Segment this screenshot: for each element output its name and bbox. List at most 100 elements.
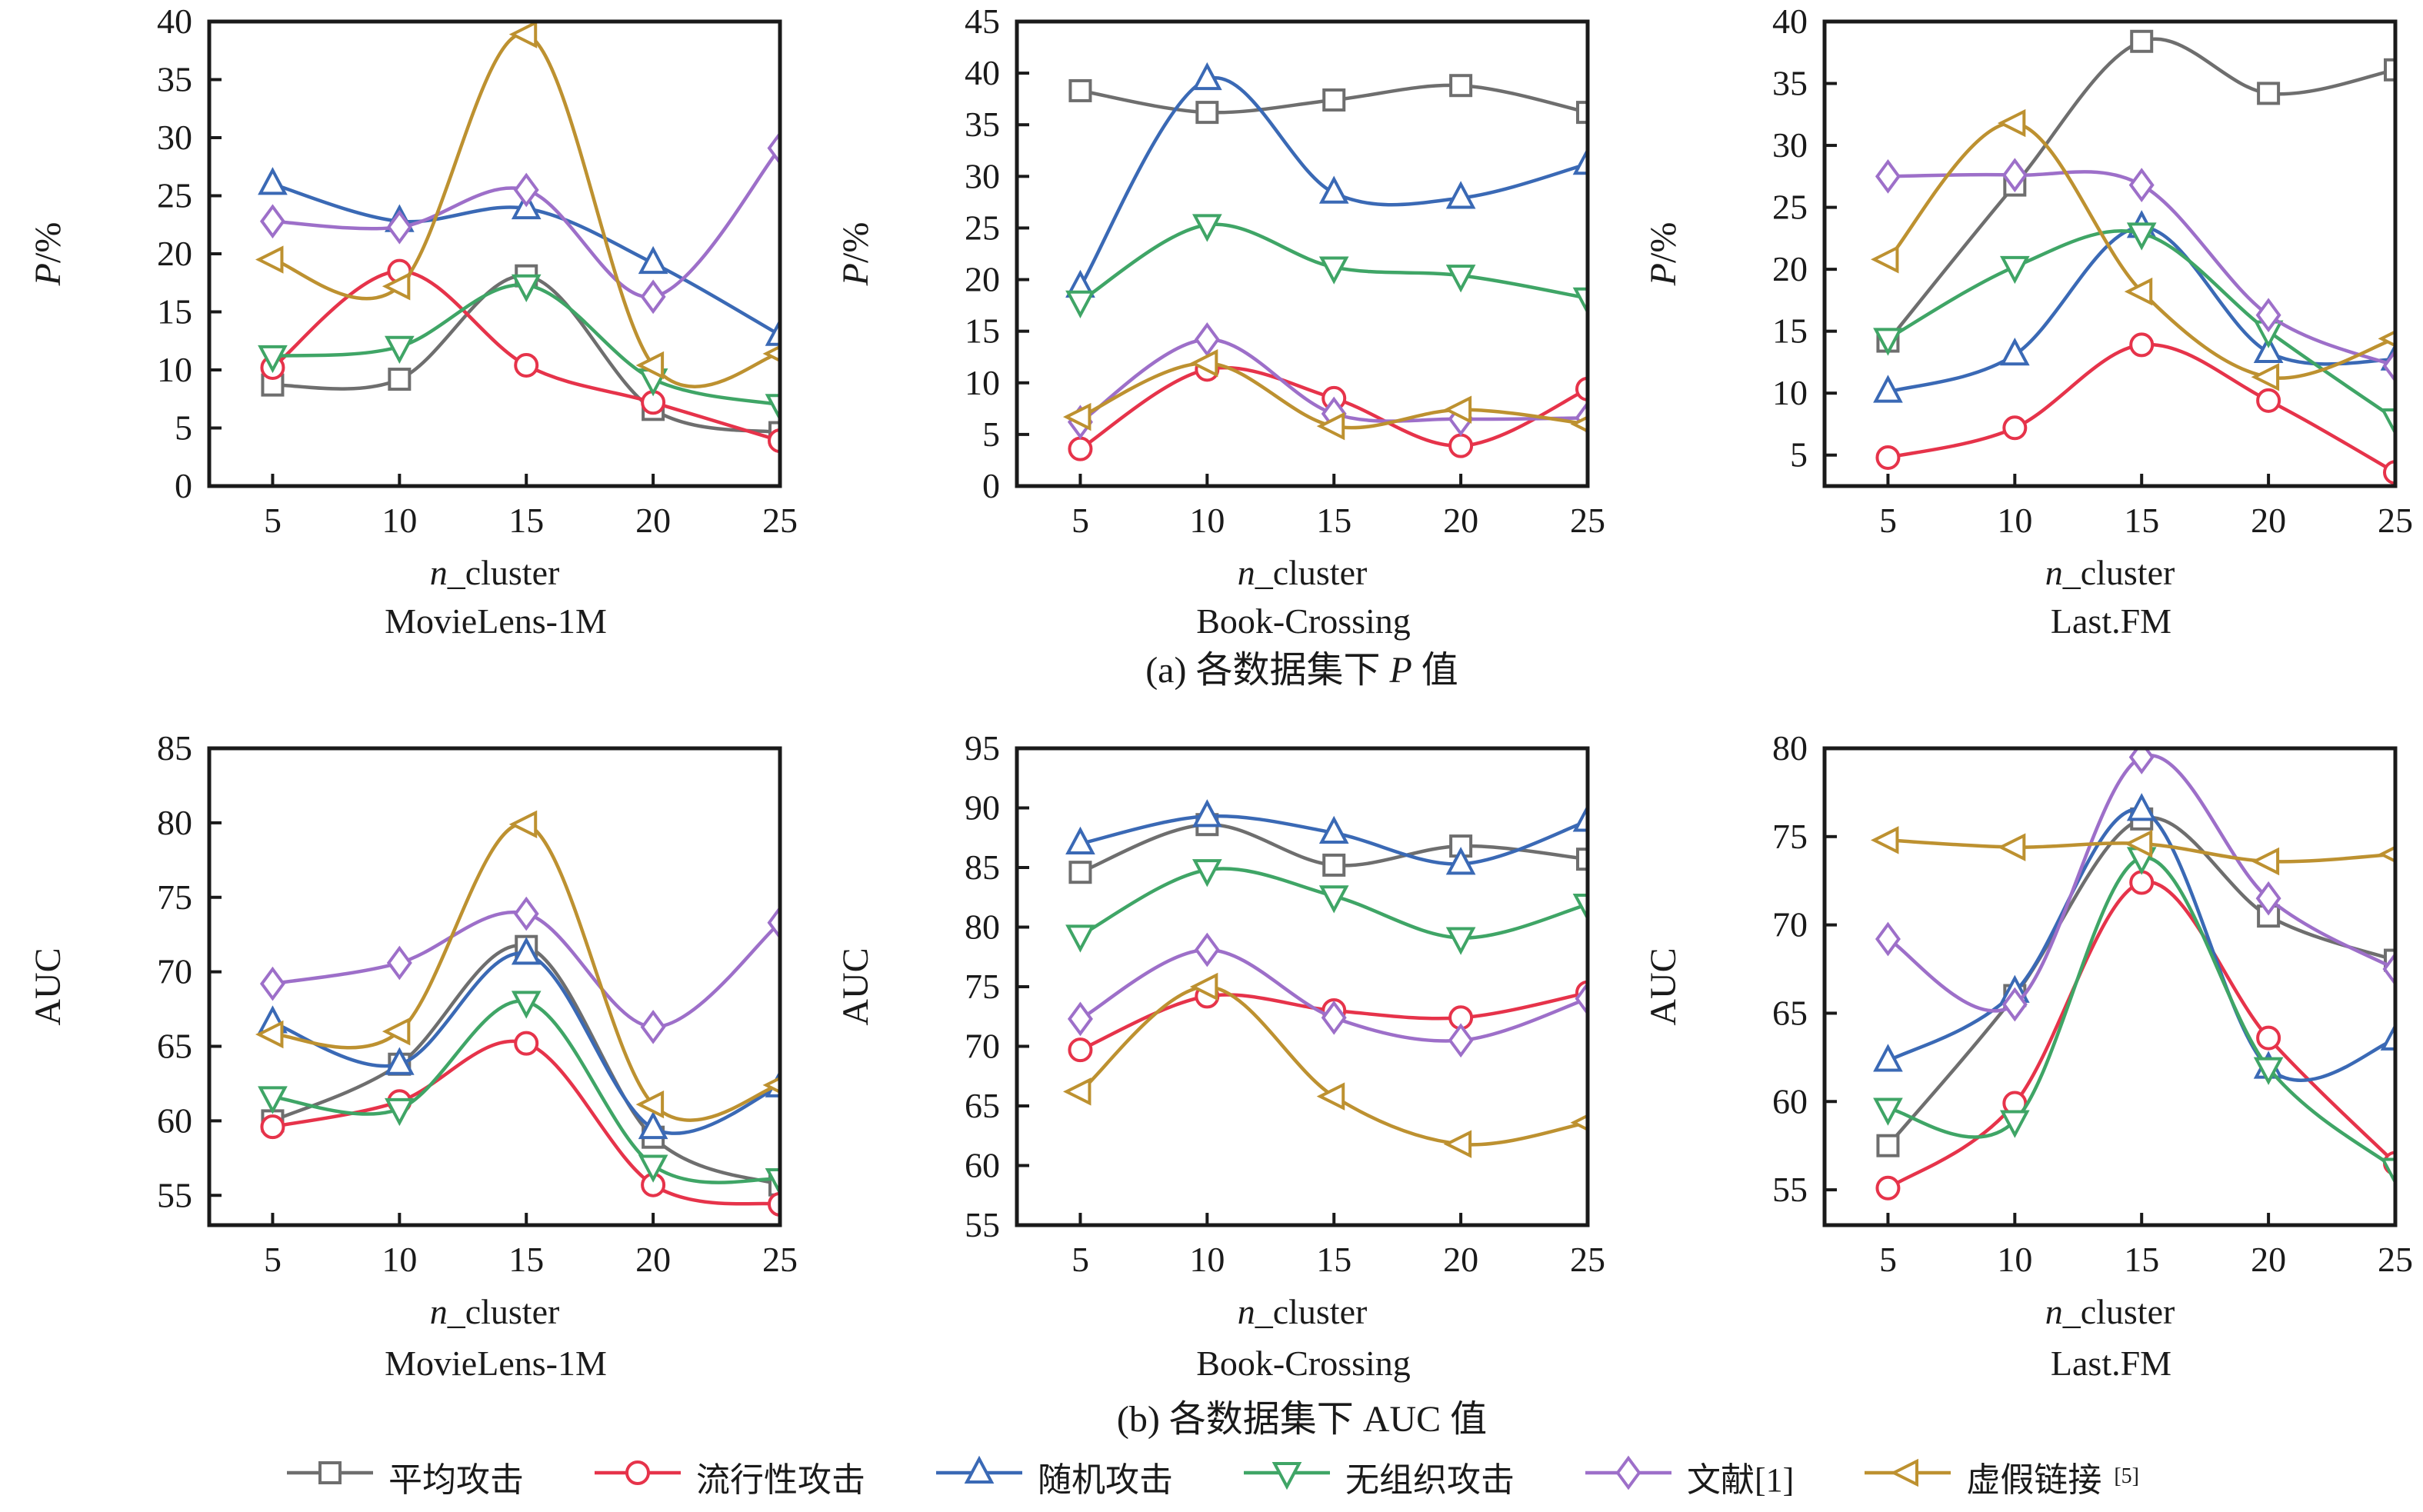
y-tick-label: 40 — [965, 53, 1000, 92]
triangle-left-marker-icon — [1189, 349, 1218, 378]
plot-frame — [207, 746, 782, 1227]
triangle-down-marker-icon — [1192, 214, 1222, 242]
y-tick-label: 20 — [1772, 249, 1808, 288]
caption-b-post: AUC 值 — [1362, 1399, 1488, 1440]
caption-a: (a) 各数据集下 P 值 — [1015, 649, 1588, 692]
subtitle-movielens-p: MovieLens-1M — [385, 601, 607, 641]
circle-marker-icon — [592, 1455, 684, 1499]
circle-marker-icon — [514, 352, 539, 378]
y-tick-label: 65 — [1772, 993, 1808, 1032]
square-marker-icon — [284, 1455, 376, 1499]
triangle-down-marker-icon — [1318, 885, 1349, 914]
triangle-up-marker-icon — [1318, 175, 1349, 204]
y-tick-label: 80 — [157, 803, 192, 842]
triangle-left-marker-icon — [2378, 845, 2395, 864]
triangle-left-marker-icon — [2251, 847, 2280, 876]
square-marker-icon — [2257, 82, 2281, 105]
triangle-up-marker-icon — [2253, 335, 2284, 364]
triangle-left-marker-icon — [635, 1090, 665, 1119]
legend-label: 文献[1] — [1687, 1461, 1795, 1499]
y-tick-label: 35 — [157, 60, 192, 99]
triangle-left-marker-icon — [508, 22, 538, 48]
plot-area — [255, 22, 780, 454]
y-tick-label: 60 — [965, 1146, 1000, 1185]
diamond-marker-icon — [259, 966, 285, 1001]
x-tick-label: 5 — [1072, 1240, 1089, 1279]
y-tick-label: 10 — [965, 363, 1000, 402]
triangle-down-marker-icon — [1065, 290, 1095, 318]
square-marker-icon — [2384, 58, 2395, 82]
triangle-left-marker-icon — [1570, 1114, 1588, 1131]
circle-marker-icon — [2129, 332, 2155, 358]
series-4 — [1875, 748, 2395, 1022]
y-tick-label: 70 — [1772, 905, 1808, 944]
triangle-left-marker-icon — [2124, 277, 2153, 306]
y-tick-label: 60 — [1772, 1081, 1808, 1121]
y-tick-label: 85 — [157, 728, 192, 768]
triangle-left-marker-icon — [1890, 1458, 1919, 1487]
x-tick-label: 15 — [1316, 501, 1351, 540]
y-tick-label: 65 — [965, 1086, 1000, 1125]
diamond-marker-icon — [640, 1009, 666, 1044]
x-tick-label: 15 — [1316, 1240, 1351, 1279]
x-tick-label: 15 — [508, 1240, 544, 1279]
y-tick-label: 75 — [157, 878, 192, 917]
triangle-down-marker-icon — [2380, 408, 2395, 437]
x-tick-label: 25 — [762, 501, 798, 540]
x-tick-label: 15 — [2124, 1240, 2159, 1279]
triangle-down-marker-icon — [2126, 222, 2157, 251]
series-line — [1078, 75, 1588, 289]
triangle-down-marker-icon — [2000, 1110, 2030, 1138]
chart-bookcrossing-p: 0 5 10 15 20 25 30 35 40 45 5 10 15 20 25 P/% n_cluster — [835, 2, 1605, 592]
diamond-marker-icon — [1194, 322, 1220, 357]
x-axis-label: n_cluster — [2045, 1292, 2175, 1331]
circle-marker-icon — [2383, 460, 2395, 485]
legend-item-reference-1: 文献[1] — [1582, 1452, 1806, 1501]
triangle-down-marker-icon — [2380, 1157, 2395, 1186]
series-5 — [1062, 349, 1588, 441]
series-4 — [259, 131, 780, 315]
diamond-marker-icon — [2255, 881, 2281, 916]
y-tick-label: 35 — [965, 105, 1000, 144]
series-5 — [255, 22, 780, 388]
plot-frame — [1822, 746, 2398, 1227]
triangle-up-marker-icon — [1445, 847, 1476, 875]
chart-movielens-p: 0 5 10 15 20 25 30 35 40 5 10 15 20 25 P/% n_cluster — [28, 2, 798, 592]
y-tick-label: 65 — [157, 1027, 192, 1066]
x-tick-label: 15 — [2124, 501, 2159, 540]
series-1 — [260, 1031, 780, 1217]
series-line — [271, 1039, 780, 1207]
triangle-up-marker-icon — [2126, 793, 2157, 821]
series-1 — [1875, 332, 2395, 485]
triangle-down-marker-icon — [1192, 859, 1222, 888]
legend-item-random-attack: 随机攻击 — [933, 1452, 1185, 1501]
square-marker-icon — [318, 1460, 342, 1484]
diamond-marker-icon — [1875, 921, 1901, 957]
triangle-up-marker-icon — [1318, 815, 1349, 844]
y-tick-label: 95 — [965, 728, 1000, 768]
x-tick-label: 25 — [2378, 501, 2413, 540]
triangle-left-marker-icon — [1062, 402, 1092, 431]
series-4 — [1875, 158, 2395, 384]
x-tick-label: 20 — [1443, 1240, 1478, 1279]
y-tick-label: 35 — [1772, 64, 1808, 103]
triangle-up-marker-icon — [2000, 338, 2030, 366]
y-tick-label: 30 — [157, 118, 192, 157]
circle-marker-icon — [1068, 436, 1093, 461]
diamond-marker-icon — [1067, 1001, 1093, 1037]
triangle-down-marker-icon — [385, 335, 415, 365]
triangle-up-marker-icon — [2380, 1022, 2395, 1051]
triangle-down-marker-icon — [2253, 1057, 2284, 1085]
series-3 — [1065, 214, 1588, 318]
y-tick-label: 5 — [982, 415, 1000, 454]
legend-label: 虚假链接 — [1966, 1461, 2102, 1499]
triangle-up-marker-icon — [258, 167, 288, 195]
series-line — [1886, 228, 2395, 421]
subtitle-bookcrossing-p: Book-Crossing — [1196, 601, 1411, 641]
square-marker-icon — [1449, 74, 1473, 98]
triangle-down-marker-icon — [2000, 255, 2030, 285]
circle-marker-icon — [2256, 1025, 2281, 1051]
legend-label: 平均攻击 — [388, 1461, 525, 1499]
triangle-left-marker-icon — [762, 1076, 780, 1094]
y-tick-label: 0 — [175, 466, 192, 505]
